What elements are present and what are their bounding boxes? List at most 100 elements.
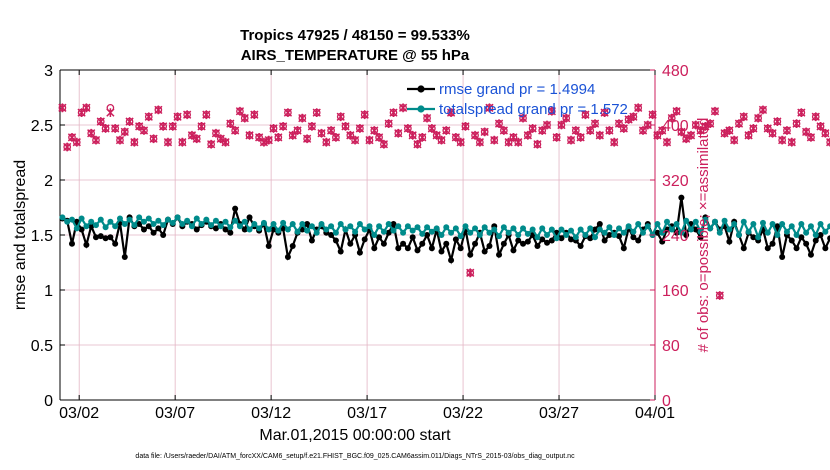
totalspread-point — [260, 219, 267, 226]
rmse-point — [289, 243, 296, 249]
rmse-point — [136, 221, 143, 227]
totalspread-point — [227, 224, 234, 231]
totalspread-point — [203, 216, 210, 223]
obs-assimilated-point — [250, 110, 259, 120]
rmse-point — [663, 226, 670, 233]
obs-assimilated-point — [389, 108, 398, 118]
obs-assimilated-point — [178, 137, 187, 147]
rmse-point — [635, 237, 642, 244]
obs-assimilated-point — [754, 113, 763, 123]
rmse-point — [371, 245, 378, 252]
rmse-point — [395, 245, 402, 252]
totalspread-point — [155, 217, 162, 224]
totalspread-point — [640, 229, 647, 236]
totalspread-point — [366, 223, 373, 230]
obs-assimilated-point — [490, 135, 499, 145]
obs-assimilated-point — [269, 124, 278, 133]
obs-assimilated-point — [413, 139, 422, 149]
obs-assimilated-point — [403, 124, 413, 133]
rmse-point — [92, 234, 99, 241]
totalspread-point — [716, 229, 723, 236]
totalspread-point — [707, 225, 714, 232]
rmse-point — [227, 229, 234, 236]
totalspread-point — [448, 229, 455, 236]
totalspread-point — [606, 224, 613, 231]
totalspread-line — [61, 215, 830, 241]
x-tick-label: 03/07 — [155, 405, 195, 422]
totalspread-point — [817, 221, 824, 227]
rmse-point — [88, 223, 95, 230]
totalspread-point — [803, 229, 810, 236]
totalspread-point — [246, 226, 253, 233]
totalspread-point — [404, 223, 411, 230]
totalspread-point — [323, 226, 330, 233]
obs-assimilated-point — [725, 126, 734, 135]
totalspread-point — [92, 222, 99, 229]
totalspread-point — [164, 216, 171, 223]
totalspread-point — [505, 229, 512, 236]
obs-assimilated-point — [197, 121, 206, 131]
obs-assimilated-point — [312, 108, 321, 118]
totalspread-point — [150, 221, 157, 227]
totalspread-point — [107, 218, 114, 225]
obs-assimilated-point — [293, 126, 302, 135]
obs-assimilated-point — [394, 128, 403, 138]
totalspread-point — [222, 218, 229, 225]
y-axis-left-label: rmse and totalspread — [12, 160, 29, 310]
rmse-point — [380, 240, 387, 247]
obs-assimilated-point — [274, 132, 283, 142]
chart-title-line2: AIRS_TEMPERATURE @ 55 hPa — [241, 47, 470, 64]
obs-assimilated-point — [374, 132, 384, 142]
obs-assimilated-point — [307, 121, 317, 131]
obs-assimilated-point — [456, 137, 465, 147]
rmse-point — [568, 236, 575, 243]
obs-assimilated-point — [552, 132, 561, 142]
totalspread-point — [601, 229, 608, 236]
rmse-point — [390, 221, 397, 227]
totalspread-point — [577, 226, 584, 233]
totalspread-point — [764, 229, 771, 236]
totalspread-point — [140, 218, 147, 225]
rmse-point — [726, 238, 733, 245]
obs-assimilated-point — [82, 103, 91, 113]
totalspread-point — [793, 232, 800, 238]
totalspread-point — [539, 225, 546, 232]
obs-assimilated-point — [326, 126, 336, 135]
totalspread-point — [654, 221, 661, 227]
obs-assimilated-point — [619, 124, 628, 133]
rmse-point — [376, 234, 383, 241]
y-tick-right-label: 320 — [662, 173, 689, 190]
totalspread-point — [414, 224, 421, 231]
totalspread-point — [438, 232, 445, 238]
totalspread-point — [131, 222, 138, 229]
obs-assimilated-point — [183, 110, 192, 120]
series-layer — [58, 103, 830, 300]
totalspread-point — [534, 234, 541, 241]
totalspread-point — [486, 229, 493, 236]
x-tick-label: 04/01 — [635, 405, 675, 422]
totalspread-point — [611, 232, 618, 238]
totalspread-point — [524, 230, 531, 237]
obs-assimilated-point — [581, 110, 590, 120]
obs-assimilated-point — [686, 130, 696, 140]
obs-assimilated-point — [782, 126, 792, 135]
rmse-point — [328, 232, 335, 238]
rmse-point — [385, 229, 392, 236]
totalspread-point — [500, 224, 507, 231]
obs-assimilated-point — [360, 110, 369, 120]
rmse-point — [481, 248, 488, 255]
obs-assimilated-point — [739, 112, 748, 122]
totalspread-point — [78, 215, 85, 222]
rmse-point — [827, 235, 830, 242]
obs-assimilated-point — [336, 112, 345, 122]
x-tick-label: 03/27 — [539, 405, 579, 422]
legend-rmse-marker — [417, 85, 425, 93]
totalspread-point — [337, 221, 344, 227]
totalspread-point — [380, 228, 387, 235]
obs-assimilated-point — [811, 112, 820, 122]
obs-assimilated-point — [571, 126, 580, 135]
y-tick-left-label: 0.5 — [31, 338, 53, 355]
rmse-point — [414, 247, 421, 254]
obs-assimilated-point — [159, 121, 168, 131]
totalspread-point — [188, 223, 195, 230]
